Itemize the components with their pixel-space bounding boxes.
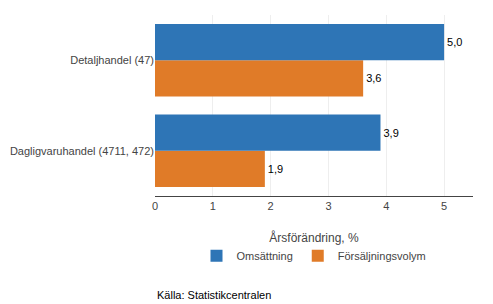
- svg-text:5: 5: [441, 200, 447, 212]
- svg-text:2: 2: [268, 200, 274, 212]
- svg-text:1,9: 1,9: [268, 163, 283, 175]
- svg-text:1: 1: [210, 200, 216, 212]
- svg-text:4: 4: [383, 200, 389, 212]
- svg-text:0: 0: [152, 200, 158, 212]
- svg-text:Försäljningsvolym: Försäljningsvolym: [338, 250, 426, 262]
- svg-text:3,6: 3,6: [366, 72, 381, 84]
- svg-text:Källa: Statistikcentralen: Källa: Statistikcentralen: [157, 289, 271, 301]
- svg-text:3: 3: [325, 200, 331, 212]
- svg-text:Detaljhandel (47): Detaljhandel (47): [70, 54, 154, 66]
- svg-text:Omsättning: Omsättning: [237, 250, 293, 262]
- svg-text:5,0: 5,0: [447, 36, 462, 48]
- svg-text:Dagligvaruhandel (4711, 472): Dagligvaruhandel (4711, 472): [10, 145, 154, 157]
- svg-text:Årsförändring, %: Årsförändring, %: [269, 230, 359, 245]
- svg-text:3,9: 3,9: [383, 127, 398, 139]
